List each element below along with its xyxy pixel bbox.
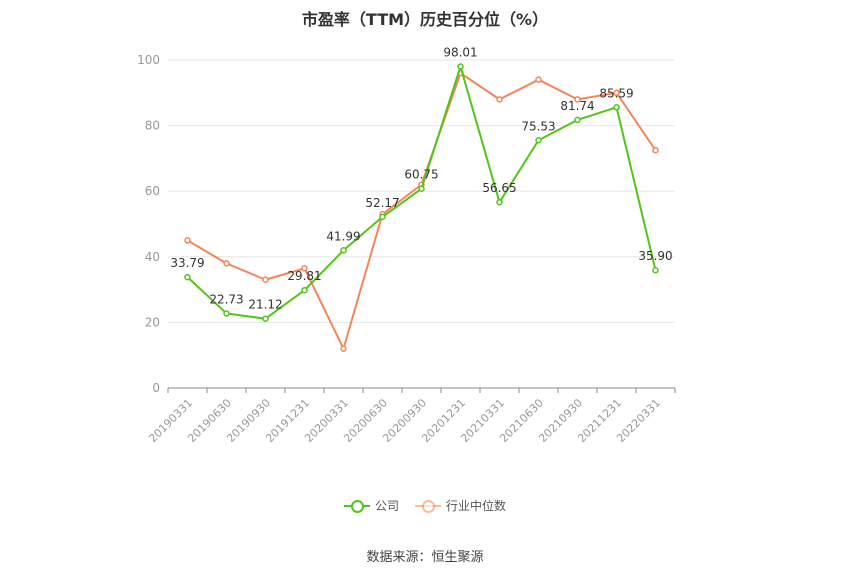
data-label: 35.90 xyxy=(638,249,672,263)
data-point-industry-median xyxy=(535,76,542,83)
data-label: 60.75 xyxy=(404,168,438,182)
legend-item-company[interactable]: 公司 xyxy=(343,497,399,514)
data-label: 56.65 xyxy=(482,181,516,195)
y-tick-label: 40 xyxy=(145,250,160,264)
data-label: 81.74 xyxy=(560,99,594,113)
legend-label-company: 公司 xyxy=(374,499,399,513)
data-label: 22.73 xyxy=(209,292,243,306)
data-label: 33.79 xyxy=(170,256,204,270)
data-label: 52.17 xyxy=(365,196,399,210)
data-label: 29.81 xyxy=(287,269,321,283)
data-point-company xyxy=(262,315,269,322)
data-point-industry-median xyxy=(301,265,308,272)
y-tick-label: 60 xyxy=(145,184,160,198)
data-point-industry-median xyxy=(496,96,503,103)
data-point-industry-median xyxy=(262,276,269,284)
y-tick-label: 80 xyxy=(145,119,160,133)
data-point-company xyxy=(301,286,308,294)
legend-label-industry-median: 行业中位数 xyxy=(446,499,507,513)
data-label: 21.12 xyxy=(248,298,282,312)
data-source: 数据来源：恒生聚源 xyxy=(366,550,484,565)
data-point-company xyxy=(613,104,620,111)
series-layer xyxy=(184,63,659,352)
chart-title: 市盈率（TTM）历史百分位（%） xyxy=(301,10,549,29)
data-point-industry-median xyxy=(574,96,581,103)
data-point-company xyxy=(223,310,230,317)
y-tick-label: 100 xyxy=(137,53,160,67)
data-label: 98.01 xyxy=(443,46,477,60)
data-label: 41.99 xyxy=(326,229,360,243)
data-point-company xyxy=(535,137,542,144)
data-point-company xyxy=(379,213,386,221)
data-point-company xyxy=(340,247,347,254)
data-point-company xyxy=(574,116,581,124)
data-point-industry-median xyxy=(613,89,620,97)
legend-marker-industry-median xyxy=(415,499,441,513)
data-point-company xyxy=(184,273,191,281)
y-tick-label: 0 xyxy=(152,381,160,395)
data-point-company xyxy=(496,198,503,206)
data-point-industry-median xyxy=(340,345,347,352)
data-point-company xyxy=(652,266,659,274)
y-tick-label: 20 xyxy=(145,315,160,329)
data-point-company xyxy=(457,63,464,70)
data-point-industry-median xyxy=(223,260,230,267)
legend: 公司 行业中位数 xyxy=(0,497,850,514)
data-labels: 33.79 22.73 21.12 29.81 41.99 52.17 60.75 98.01… xyxy=(170,46,672,312)
data-point-company xyxy=(418,185,425,192)
data-point-industry-median xyxy=(184,237,191,244)
legend-marker-company xyxy=(343,499,370,513)
data-label: 85.59 xyxy=(599,86,633,100)
data-point-industry-median xyxy=(652,146,659,154)
data-label: 75.53 xyxy=(521,119,555,133)
legend-item-industry-median[interactable]: 行业中位数 xyxy=(415,497,506,514)
